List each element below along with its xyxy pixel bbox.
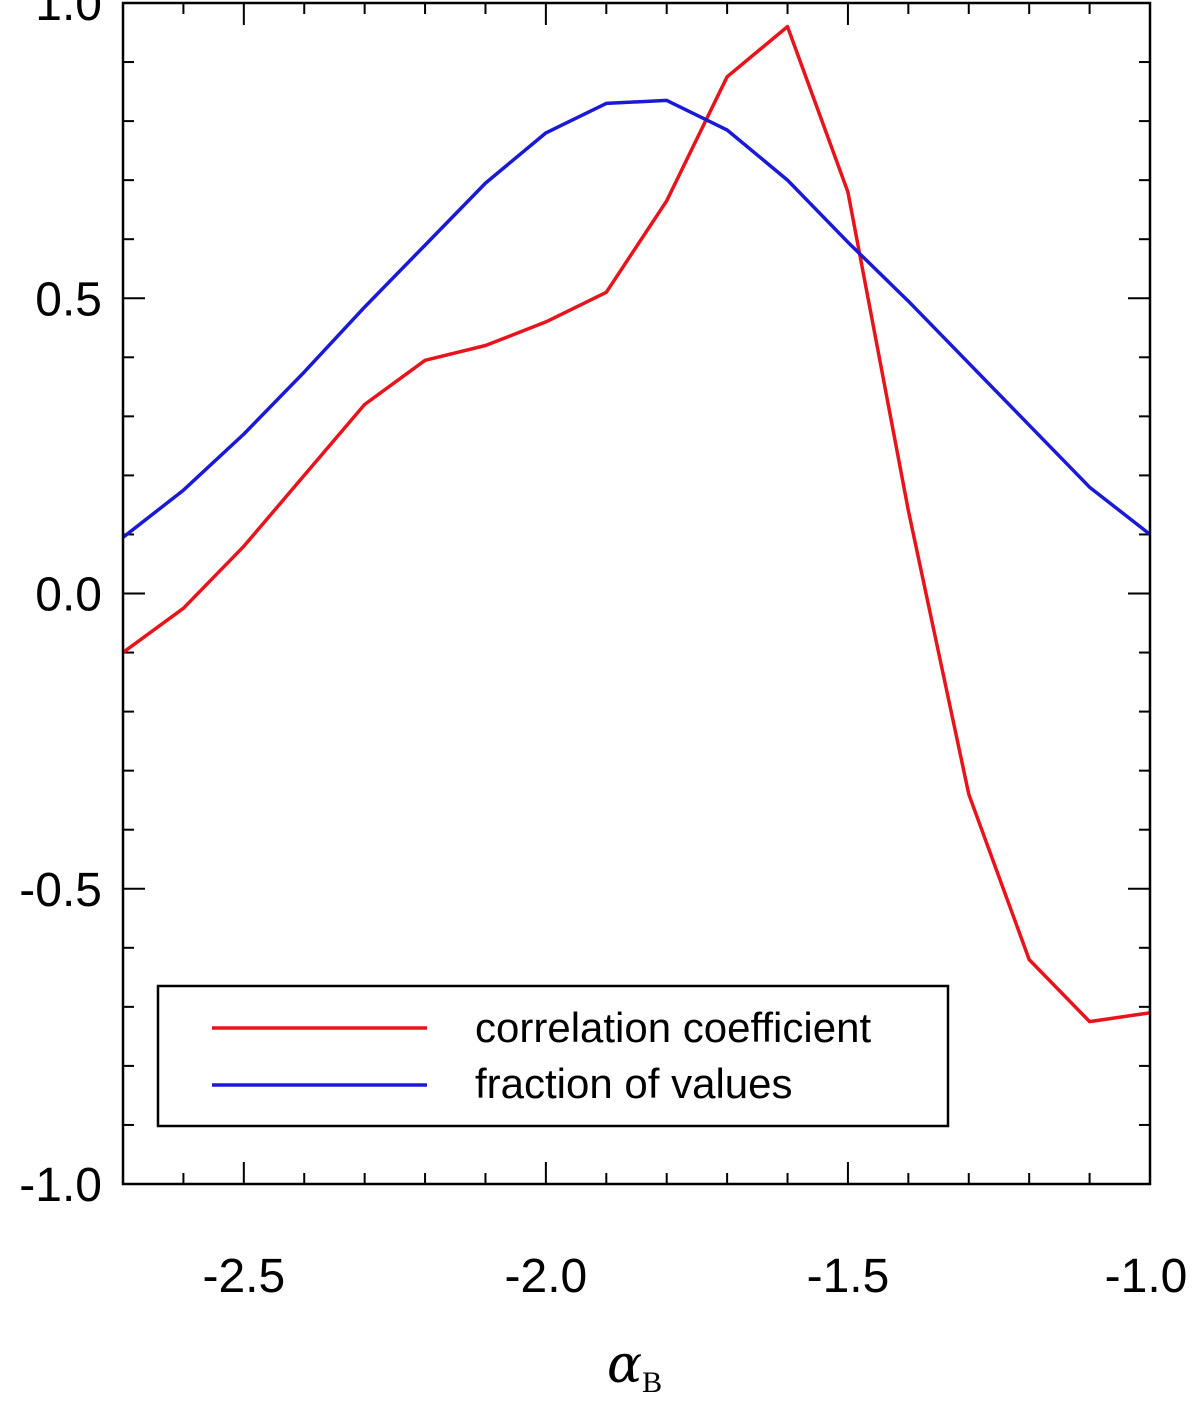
x-axis-label-subscript: B <box>642 1366 662 1399</box>
y-tick-label: 0.5 <box>35 273 102 326</box>
y-tick-label: 1.0 <box>35 0 102 31</box>
series-line-correlation <box>121 24 1151 1024</box>
x-tick-label: -1.5 <box>807 1250 890 1303</box>
legend-label-correlation: correlation coefficient <box>475 1004 871 1051</box>
y-tick-label: -0.5 <box>19 864 102 917</box>
y-tick-label: 0.0 <box>35 569 102 622</box>
legend-box <box>156 984 950 1128</box>
plot-frame <box>121 1 1152 1186</box>
x-tick-label: -1.0 <box>1105 1250 1188 1303</box>
legend-label-fraction: fraction of values <box>475 1060 793 1107</box>
x-tick-labels: -2.5 -2.0 -1.5 -1.0 <box>202 1250 1187 1303</box>
x-axis-label-symbol: α <box>607 1335 642 1395</box>
x-axis-label: αB <box>607 1335 662 1399</box>
series-lines <box>121 24 1152 1024</box>
x-tick-label: -2.0 <box>505 1250 588 1303</box>
series-line-fraction <box>121 98 1152 539</box>
y-tick-label: -1.0 <box>19 1159 102 1212</box>
x-tick-label: -2.5 <box>202 1250 285 1303</box>
legend: correlation coefficient fraction of valu… <box>156 984 950 1128</box>
y-tick-labels: -1.0 -0.5 0.0 0.5 1.0 <box>19 0 102 1212</box>
